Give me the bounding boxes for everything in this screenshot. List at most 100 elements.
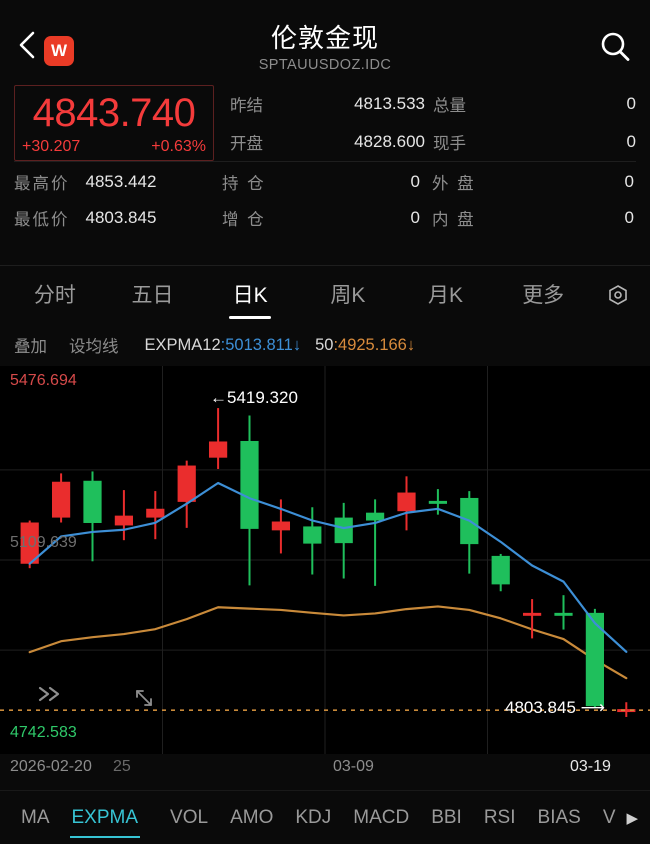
indicator-tab-label: VOL <box>170 806 209 828</box>
indicator-tab-label: BIAS <box>537 806 581 828</box>
quote-label: 现手 <box>433 135 466 153</box>
quote-field-low: 最低价 4803.845 <box>14 202 222 234</box>
app-logo[interactable]: W <box>44 36 74 66</box>
tab-label: 月K <box>428 284 464 307</box>
title-block: 伦敦金现 SPTAUUSDOZ.IDC <box>0 22 650 73</box>
quote-secondary-row-1: 最高价 4853.442 持 仓 0 外 盘 0 <box>14 166 636 198</box>
chart-period-tabs: 分时 五日 日K 周K 月K 更多 <box>0 266 650 324</box>
tab-weekly-k[interactable]: 周K <box>299 269 397 321</box>
app-logo-text: W <box>50 41 68 60</box>
tab-label: 日K <box>232 284 268 307</box>
indicator-tab-vol[interactable]: VOL <box>159 807 219 829</box>
expand-chart-button[interactable] <box>36 684 66 710</box>
candlestick-chart[interactable]: 5476.694 5109.639 4742.583 ←5419.320 480… <box>0 366 650 754</box>
tab-label: 更多 <box>522 284 565 307</box>
indicator-tabs-next-button[interactable]: ▶ <box>626 809 639 827</box>
axis-label-bottom: 4742.583 <box>10 724 77 741</box>
quote-label: 增 仓 <box>222 211 266 229</box>
indicator-tab-macd[interactable]: MACD <box>342 807 420 829</box>
tabs-top-divider <box>0 265 650 266</box>
overlay-button[interactable]: 叠加 <box>14 338 47 356</box>
expma12-arrow: ↓ <box>292 335 302 354</box>
indicator-tab-rsi[interactable]: RSI <box>473 807 527 829</box>
chart-indicator-row: 叠加 设均线 EXPMA12:5013.811↓ 50:4925.166↓ <box>0 324 650 366</box>
high-price-annotation: ←5419.320 <box>210 388 298 407</box>
quote-label: 最低价 <box>14 211 70 229</box>
chart-settings-button[interactable] <box>592 283 644 307</box>
indicator-tab-label: RSI <box>483 806 516 828</box>
axis-label-top: 5476.694 <box>10 372 77 389</box>
indicator-tab-v[interactable]: V <box>592 807 627 829</box>
indicator-tab-kdj[interactable]: KDJ <box>284 807 342 829</box>
quote-field-inner-disk: 内 盘 0 <box>432 202 634 234</box>
quote-label: 持 仓 <box>222 175 266 193</box>
quote-value: 0 <box>410 172 420 191</box>
quote-label: 外 盘 <box>432 175 476 193</box>
indicator-tab-bias[interactable]: BIAS <box>527 807 592 829</box>
indicator-tab-label: MACD <box>353 806 410 828</box>
price-change-pct: +0.63% <box>151 138 206 155</box>
quote-fields: 昨结 4813.533 开盘 4828.600 总量 0 现手 <box>214 85 636 161</box>
tab-more[interactable]: 更多 <box>494 269 592 321</box>
double-chevron-right-icon <box>38 686 60 702</box>
quote-field-high: 最高价 4853.442 <box>14 166 222 198</box>
expma50-arrow: ↓ <box>406 335 416 354</box>
quote-value: 0 <box>410 208 420 227</box>
quote-divider <box>14 161 636 162</box>
last-price-box: 4843.740 +30.207 +0.63% <box>14 85 214 161</box>
expma50-label: 50 <box>315 335 334 354</box>
search-icon <box>601 32 630 61</box>
chevron-left-icon <box>19 31 35 59</box>
x-axis-label: 03-09 <box>333 758 374 775</box>
back-button[interactable] <box>12 28 42 62</box>
set-ma-button[interactable]: 设均线 <box>69 338 119 356</box>
indicator-tab-expma[interactable]: EXPMA <box>61 806 150 838</box>
indicator-tab-amo[interactable]: AMO <box>219 807 284 829</box>
tab-minute[interactable]: 分时 <box>6 269 104 321</box>
chart-canvas[interactable] <box>0 366 650 754</box>
tab-label: 分时 <box>33 284 76 307</box>
quote-label: 最高价 <box>14 175 70 193</box>
quote-col-1: 昨结 4813.533 开盘 4828.600 <box>230 85 433 161</box>
indicator-tab-label: V <box>602 806 616 828</box>
resize-diagonal-icon <box>136 690 152 706</box>
x-axis-label: 25 <box>113 758 131 775</box>
indicator-tab-ma[interactable]: MA <box>10 807 61 829</box>
indicator-tab-label: MA <box>21 806 50 828</box>
x-axis-label: 03-19 <box>570 758 611 775</box>
quote-field-open: 开盘 4828.600 <box>230 123 433 161</box>
search-button[interactable] <box>598 30 632 64</box>
quote-field-position: 持 仓 0 <box>222 166 432 198</box>
tab-daily-k[interactable]: 日K <box>201 269 299 321</box>
indicator-tab-label: BBI <box>431 806 462 828</box>
quote-label: 内 盘 <box>432 211 476 229</box>
indicator-tab-active-underline <box>69 835 141 838</box>
expma50-readout: 50:4925.166↓ <box>315 335 416 354</box>
expma12-label: EXPMA12 <box>144 335 221 354</box>
tab-label: 周K <box>330 284 366 307</box>
tab-five-day[interactable]: 五日 <box>104 269 202 321</box>
expma12-readout: EXPMA12:5013.811↓ <box>144 335 302 354</box>
quote-field-current-volume: 现手 0 <box>433 123 636 161</box>
x-axis-label: 2026-02-20 <box>10 758 92 775</box>
indicator-tab-label: EXPMA <box>71 806 139 828</box>
quote-secondary-row-2: 最低价 4803.845 增 仓 0 内 盘 0 <box>14 202 636 234</box>
page-title: 伦敦金现 <box>270 23 379 53</box>
expma50-value: 4925.166 <box>338 335 407 354</box>
quote-field-prev-close: 昨结 4813.533 <box>230 85 433 123</box>
settings-hex-icon <box>609 285 627 305</box>
resize-chart-button[interactable] <box>133 687 155 709</box>
indicator-tab-bbi[interactable]: BBI <box>420 807 473 829</box>
tab-label: 五日 <box>131 284 174 307</box>
quote-panel: 4843.740 +30.207 +0.63% 昨结 4813.533 开盘 4… <box>0 85 650 265</box>
quote-value: 4828.600 <box>354 132 425 151</box>
tab-active-underline <box>229 316 272 319</box>
indicator-tab-label: AMO <box>230 806 274 828</box>
indicator-tab-bar: MA EXPMA VOL AMO KDJ MACD BBI RSI BIAS V… <box>0 790 650 844</box>
quote-field-position-change: 增 仓 0 <box>222 202 432 234</box>
axis-label-mid: 5109.639 <box>10 534 77 551</box>
tab-monthly-k[interactable]: 月K <box>397 269 495 321</box>
quote-label: 昨结 <box>230 97 263 115</box>
quote-value: 4803.845 <box>85 208 157 227</box>
